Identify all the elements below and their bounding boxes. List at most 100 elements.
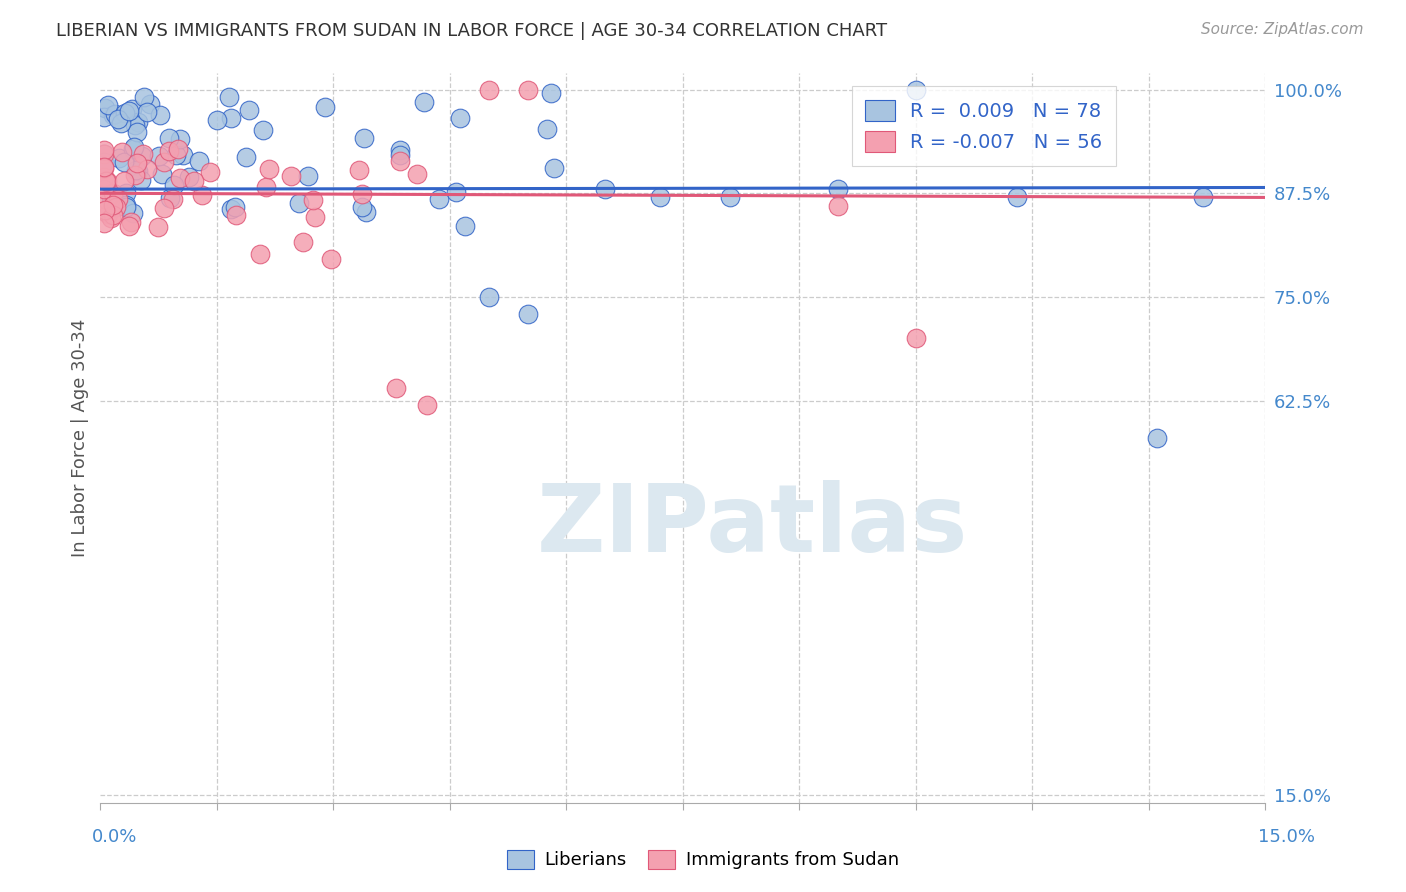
Point	[148, 149, 170, 163]
Point	[257, 162, 280, 177]
Point	[96, 174, 118, 188]
Point	[169, 170, 191, 185]
Point	[302, 193, 325, 207]
Point	[93, 161, 115, 176]
Point	[115, 186, 138, 201]
Point	[120, 215, 142, 229]
Point	[225, 208, 247, 222]
Point	[104, 200, 127, 214]
Point	[111, 145, 134, 160]
Point	[93, 146, 115, 161]
Point	[118, 219, 141, 233]
Point	[93, 216, 115, 230]
Point	[249, 247, 271, 261]
Point	[124, 118, 146, 132]
Point	[288, 195, 311, 210]
Point	[167, 142, 190, 156]
Point	[183, 174, 205, 188]
Point	[904, 331, 927, 345]
Point	[252, 123, 274, 137]
Text: LIBERIAN VS IMMIGRANTS FROM SUDAN IN LABOR FORCE | AGE 30-34 CORRELATION CHART: LIBERIAN VS IMMIGRANTS FROM SUDAN IN LAB…	[56, 22, 887, 40]
Point	[129, 172, 152, 186]
Point	[149, 108, 172, 122]
Point	[444, 185, 467, 199]
Point	[413, 95, 436, 110]
Point	[593, 182, 616, 196]
Point	[93, 204, 115, 219]
Point	[354, 205, 377, 219]
Point	[478, 290, 501, 304]
Point	[827, 182, 849, 196]
Point	[1146, 431, 1168, 445]
Point	[94, 203, 117, 218]
Point	[165, 148, 187, 162]
Point	[219, 202, 242, 216]
Point	[97, 98, 120, 112]
Point	[198, 164, 221, 178]
Point	[319, 252, 342, 266]
Point	[153, 155, 176, 169]
Point	[96, 206, 118, 220]
Point	[218, 90, 240, 104]
Point	[384, 381, 406, 395]
Y-axis label: In Labor Force | Age 30-34: In Labor Force | Age 30-34	[72, 318, 89, 558]
Point	[101, 188, 124, 202]
Point	[543, 161, 565, 176]
Point	[127, 164, 149, 178]
Point	[93, 102, 115, 116]
Point	[101, 208, 124, 222]
Point	[107, 112, 129, 127]
Point	[191, 188, 214, 202]
Point	[110, 116, 132, 130]
Point	[415, 398, 437, 412]
Legend: Liberians, Immigrants from Sudan: Liberians, Immigrants from Sudan	[498, 840, 908, 879]
Point	[254, 180, 277, 194]
Point	[163, 178, 186, 193]
Point	[516, 307, 538, 321]
Point	[132, 90, 155, 104]
Point	[389, 148, 412, 162]
Text: 0.0%: 0.0%	[91, 828, 136, 846]
Point	[153, 201, 176, 215]
Point	[347, 163, 370, 178]
Point	[353, 130, 375, 145]
Point	[536, 122, 558, 136]
Point	[135, 104, 157, 119]
Point	[388, 153, 411, 168]
Point	[297, 169, 319, 183]
Point	[103, 186, 125, 201]
Point	[235, 150, 257, 164]
Point	[105, 190, 128, 204]
Point	[124, 162, 146, 177]
Point	[121, 103, 143, 117]
Point	[172, 148, 194, 162]
Point	[114, 198, 136, 212]
Point	[718, 190, 741, 204]
Point	[122, 142, 145, 156]
Point	[238, 103, 260, 117]
Point	[93, 169, 115, 184]
Text: ZIPatlas: ZIPatlas	[537, 480, 969, 572]
Point	[114, 106, 136, 120]
Point	[125, 155, 148, 169]
Point	[124, 168, 146, 182]
Point	[454, 219, 477, 233]
Point	[94, 173, 117, 187]
Point	[427, 192, 450, 206]
Point	[112, 174, 135, 188]
Point	[350, 200, 373, 214]
Point	[93, 143, 115, 157]
Text: 15.0%: 15.0%	[1257, 828, 1315, 846]
Point	[93, 147, 115, 161]
Point	[157, 145, 180, 159]
Point	[127, 114, 149, 128]
Point	[96, 193, 118, 207]
Point	[280, 169, 302, 183]
Point	[135, 161, 157, 176]
Point	[100, 211, 122, 226]
Point	[177, 169, 200, 184]
Point	[93, 182, 115, 196]
Point	[827, 199, 849, 213]
Point	[478, 82, 501, 96]
Point	[188, 153, 211, 168]
